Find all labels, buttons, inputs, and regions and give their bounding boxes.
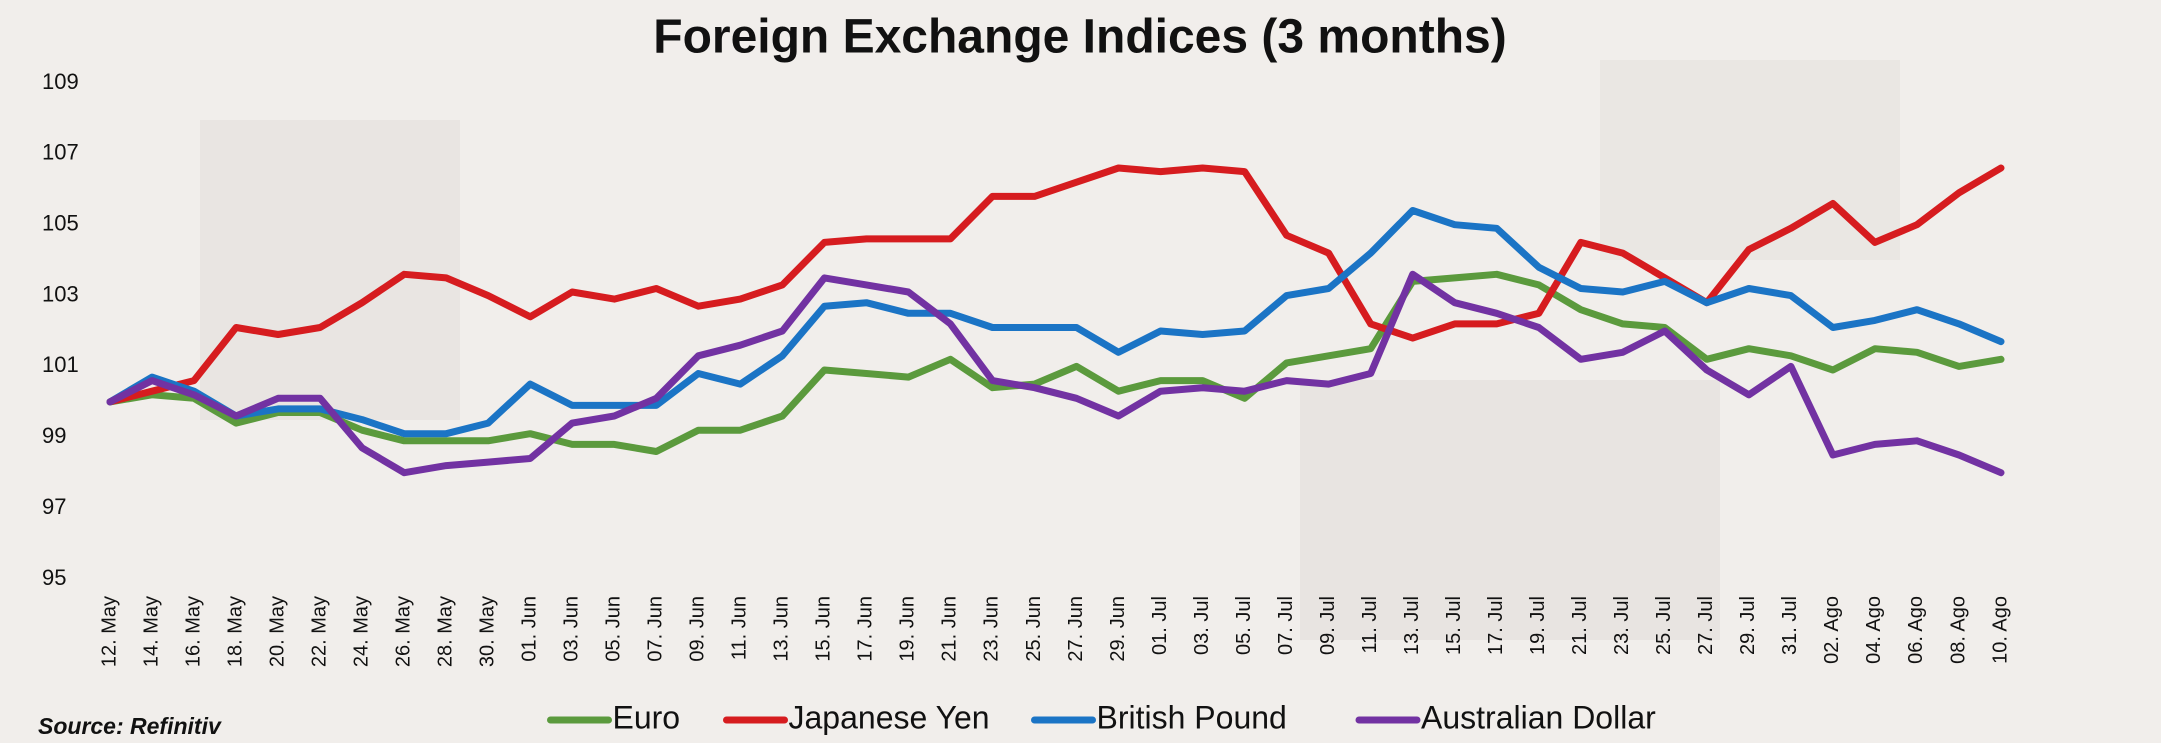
- x-tick-label: 30. May: [476, 596, 498, 667]
- x-tick-label: 08. Ago: [1947, 596, 1969, 664]
- x-tick-label: 23. Jul: [1611, 596, 1633, 655]
- x-tick-label: 28. May: [434, 596, 456, 667]
- legend-label: British Pound: [1097, 699, 1287, 735]
- x-tick-label: 07. Jul: [1275, 596, 1297, 655]
- x-tick-label: 26. May: [392, 596, 414, 667]
- x-tick-label: 17. Jun: [855, 596, 877, 662]
- y-tick-label: 95: [42, 565, 66, 590]
- x-tick-label: 18. May: [224, 596, 246, 667]
- x-tick-label: 15. Jun: [813, 596, 835, 662]
- source-note: Source: Refinitiv: [38, 713, 222, 739]
- x-tick-label: 09. Jun: [687, 596, 709, 662]
- x-tick-label: 25. Jun: [1023, 596, 1045, 662]
- y-tick-label: 97: [42, 494, 66, 519]
- x-tick-label: 27. Jun: [1065, 596, 1087, 662]
- x-tick-label: 22. May: [308, 596, 330, 667]
- x-tick-label: 05. Jul: [1233, 596, 1255, 655]
- x-tick-label: 15. Jul: [1443, 596, 1465, 655]
- x-tick-label: 10. Ago: [1989, 596, 2011, 664]
- x-tick-label: 19. Jun: [897, 596, 919, 662]
- y-tick-label: 109: [42, 69, 79, 94]
- x-tick-label: 13. Jun: [771, 596, 793, 662]
- legend-label: Euro: [613, 699, 681, 735]
- chart: Foreign Exchange Indices (3 months) Sour…: [0, 0, 2161, 743]
- x-tick-label: 06. Ago: [1905, 596, 1927, 664]
- x-tick-label: 24. May: [350, 596, 372, 667]
- background-shape: [200, 120, 460, 420]
- x-tick-label: 23. Jun: [981, 596, 1003, 662]
- x-tick-label: 21. Jul: [1569, 596, 1591, 655]
- x-tick-label: 11. Jul: [1359, 596, 1381, 653]
- x-tick-label: 03. Jul: [1191, 596, 1213, 655]
- x-tick-label: 17. Jul: [1485, 596, 1507, 655]
- x-tick-label: 13. Jul: [1401, 596, 1423, 655]
- x-tick-label: 27. Jul: [1695, 596, 1717, 655]
- x-tick-label: 01. Jul: [1149, 596, 1171, 655]
- x-tick-label: 20. May: [266, 596, 288, 667]
- x-tick-label: 04. Ago: [1863, 596, 1885, 664]
- x-tick-label: 12. May: [98, 596, 120, 667]
- x-tick-label: 21. Jun: [939, 596, 961, 662]
- chart-title: Foreign Exchange Indices (3 months): [653, 11, 1506, 64]
- x-tick-label: 01. Jun: [519, 596, 541, 662]
- legend-label: Australian Dollar: [1421, 699, 1656, 735]
- y-tick-label: 103: [42, 281, 79, 306]
- y-tick-label: 101: [42, 352, 79, 377]
- x-tick-label: 03. Jun: [561, 596, 583, 662]
- x-tick-label: 16. May: [182, 596, 204, 667]
- y-tick-label: 105: [42, 211, 79, 236]
- x-tick-label: 02. Ago: [1821, 596, 1843, 664]
- x-tick-label: 11. Jun: [729, 596, 751, 660]
- x-tick-label: 07. Jun: [645, 596, 667, 662]
- x-tick-label: 31. Jul: [1779, 596, 1801, 655]
- x-tick-label: 29. Jul: [1737, 596, 1759, 655]
- x-tick-label: 14. May: [140, 596, 162, 667]
- legend-label: Japanese Yen: [789, 699, 990, 735]
- x-tick-label: 29. Jun: [1107, 596, 1129, 662]
- x-tick-label: 25. Jul: [1653, 596, 1675, 655]
- y-tick-label: 99: [42, 423, 66, 448]
- x-tick-label: 09. Jul: [1317, 596, 1339, 655]
- background-shape: [1600, 60, 1900, 260]
- x-tick-label: 19. Jul: [1527, 596, 1549, 655]
- x-tick-label: 05. Jun: [603, 596, 625, 662]
- y-tick-label: 107: [42, 140, 79, 165]
